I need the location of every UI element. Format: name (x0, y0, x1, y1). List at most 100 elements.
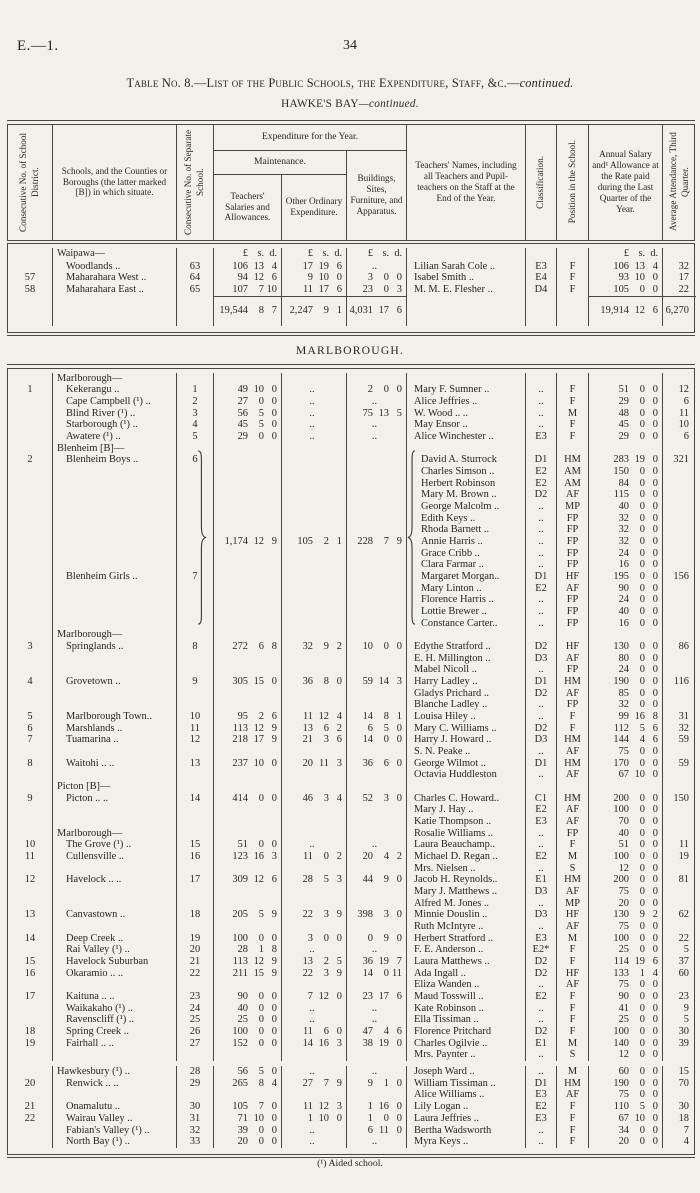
cell-district-no (8, 261, 52, 273)
cell-attendance (662, 781, 696, 793)
cell-school-no: 22 (176, 967, 213, 980)
cell-position: F (556, 260, 588, 273)
cell-teacher-name: Annie Harris .. (406, 535, 525, 548)
cell-teacher-name: Laura Jeffries .. (406, 1112, 525, 1125)
table-title-main: Table No. 8.—List of the Public Schools,… (126, 76, 520, 90)
cell-classification (525, 781, 556, 793)
cell-annual-salary: 106 13 4 (588, 260, 662, 273)
cell-school-no (176, 295, 213, 326)
header-bottom-rule (7, 239, 695, 244)
table-row: 14 Deep Creek .. 19 100 0 0 3 0 0 0 9 0 Herbert Stra… (8, 932, 694, 945)
cell-school-no: 20 (176, 944, 213, 957)
document-reference: E.—1. (17, 38, 59, 54)
cell-position: AF (556, 687, 588, 700)
cell-district-no (8, 979, 52, 991)
cell-district-no (8, 583, 52, 595)
cell-classification: D1 (525, 757, 556, 770)
cell-classification: E2 (525, 851, 556, 863)
cell-school (52, 559, 176, 571)
cell-school-no (176, 827, 213, 840)
cell-salaries: 19,544 8 7 (213, 295, 281, 326)
cell-annual-salary: 133 1 4 (588, 967, 662, 980)
cell-district-no: 58 (24, 283, 36, 295)
cell-school-no (176, 921, 213, 933)
cell-district-no (8, 396, 52, 408)
cell-salaries: 56 5 0 (213, 407, 281, 420)
cell-attendance: 32 (662, 260, 696, 273)
cell-school: Grovetown .. (52, 675, 176, 688)
cell-classification: .. (525, 617, 556, 630)
cell-buildings (346, 512, 406, 525)
cell-other-expenditure: 32 9 2 (281, 640, 346, 653)
cell-school: Spring Creek .. (52, 1026, 176, 1038)
cell-salaries: 1,174 12 9 (213, 535, 281, 548)
cell-attendance (662, 524, 696, 536)
cell-teacher-name: Kate Robinson .. (406, 1002, 525, 1015)
cell-classification: .. (525, 1002, 556, 1015)
cell-classification: .. (525, 407, 556, 420)
cell-classification: D4 (525, 283, 556, 296)
cell-salaries: 100 0 0 (213, 1026, 281, 1038)
cell-attendance: 22 (662, 283, 696, 296)
table-row: Cape Campbell (¹) .. 2 27 0 0.... Alice Jeffr… (8, 395, 694, 408)
table-row: Alfred M. Jones .... MP 20 0 0 (8, 897, 694, 910)
cell-school: Marshlands .. (52, 722, 176, 735)
cell-school: Canvastown .. (52, 909, 176, 922)
cell-buildings (346, 921, 406, 933)
cell-district-no (8, 606, 52, 618)
cell-attendance: 59 (662, 757, 696, 770)
cell-position: FP (556, 594, 588, 606)
cell-teacher-name: Charles Ogilvie .. (406, 1037, 525, 1050)
cell-other-expenditure (281, 570, 346, 583)
cell-other-expenditure: 7 12 0 (281, 991, 346, 1003)
cell-school-no (176, 489, 213, 501)
cell-school-no: 24 (176, 1002, 213, 1015)
cell-teacher-name (406, 372, 525, 385)
cell-district-no: 8 (27, 757, 33, 769)
cell-district-no (8, 816, 52, 828)
totals-row: 19,544 8 7 2,247 9 1 4,031 17 6 19,914 12 6 6,270 (8, 295, 696, 326)
cell-district-no: 3 (27, 640, 33, 652)
cell-buildings: .. (346, 1002, 406, 1015)
cell-classification: E3 (525, 1112, 556, 1125)
cell-position: HM (556, 1077, 588, 1090)
cell-annual-salary: 112 5 6 (588, 722, 662, 735)
cell-other-expenditure: 1 10 0 (281, 1112, 346, 1125)
cell-teacher-name: Charles C. Howard.. (406, 792, 525, 805)
cell-buildings: .. (346, 1014, 406, 1027)
cell-other-expenditure (281, 827, 346, 840)
cell-classification: E2 (525, 804, 556, 817)
cell-school: North Bay (¹) .. (52, 1136, 176, 1148)
cell-buildings (346, 886, 406, 898)
cell-annual-salary: 32 0 0 (588, 512, 662, 525)
cell-school-no (176, 979, 213, 992)
cell-other-expenditure: 20 11 3 (281, 757, 346, 770)
table-row: 1 Kekerangu .. 1 49 10 0.. 2 0 0 Mary F. Sumner .… (8, 384, 694, 396)
cell-school: Blind River (¹) .. (52, 407, 176, 420)
cell-annual-salary: 16 0 0 (588, 617, 662, 630)
cell-district-no (8, 1089, 52, 1101)
cell-district-no (8, 478, 52, 490)
cell-school-no: 65 (176, 283, 213, 296)
table-row: Hawkesbury (¹) .. 28 56 5 0.... Joseph Ward .… (8, 1066, 694, 1078)
cell-school-no: 8 (176, 640, 213, 653)
cell-other-expenditure (281, 1089, 346, 1102)
cell-attendance: 62 (662, 909, 696, 922)
cell-attendance (662, 512, 696, 525)
cell-buildings: .. (346, 260, 406, 273)
cell-other-expenditure (281, 687, 346, 700)
table-row: 8 Waitohi .. .. 13 237 10 0 20 11 3 36 6 0 George Wi… (8, 757, 696, 770)
cell-salaries (213, 979, 281, 992)
cell-school-no: 5 (176, 430, 213, 443)
cell-attendance: 150 (662, 792, 696, 805)
cell-position: F (556, 1124, 588, 1137)
cell-district-no (8, 548, 52, 560)
cell-annual-salary: 16 0 0 (588, 559, 662, 571)
cell-school-no: 30 (176, 1101, 213, 1113)
cell-attendance (662, 816, 696, 828)
cell-attendance: 70 (662, 1077, 696, 1090)
cell-school-no: 29 (176, 1077, 213, 1090)
cell-teacher-name: Florence Harris .. (406, 594, 525, 606)
cell-classification: .. (525, 921, 556, 933)
